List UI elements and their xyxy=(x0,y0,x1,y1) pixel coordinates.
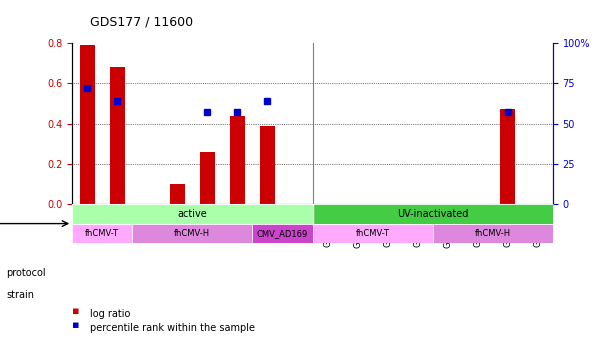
Bar xyxy=(170,184,185,205)
Text: active: active xyxy=(177,209,207,219)
Bar xyxy=(200,152,215,205)
Bar xyxy=(260,126,275,205)
Text: fhCMV-H: fhCMV-H xyxy=(475,229,511,238)
FancyBboxPatch shape xyxy=(313,223,433,243)
Text: ▪: ▪ xyxy=(72,306,79,316)
Text: fhCMV-T: fhCMV-T xyxy=(85,229,119,238)
Text: percentile rank within the sample: percentile rank within the sample xyxy=(90,323,255,333)
Text: protocol: protocol xyxy=(6,268,46,278)
Text: strain: strain xyxy=(6,290,34,300)
FancyBboxPatch shape xyxy=(132,223,252,243)
Text: fhCMV-H: fhCMV-H xyxy=(174,229,210,238)
Text: CMV_AD169: CMV_AD169 xyxy=(257,229,308,238)
Bar xyxy=(110,67,125,205)
FancyBboxPatch shape xyxy=(72,223,132,243)
Bar xyxy=(230,116,245,205)
Text: ▪: ▪ xyxy=(72,321,79,331)
Bar xyxy=(79,45,95,205)
FancyBboxPatch shape xyxy=(433,223,553,243)
Text: UV-inactivated: UV-inactivated xyxy=(397,209,468,219)
Text: log ratio: log ratio xyxy=(90,309,130,319)
FancyBboxPatch shape xyxy=(72,205,313,223)
Text: fhCMV-T: fhCMV-T xyxy=(356,229,389,238)
FancyBboxPatch shape xyxy=(313,205,553,223)
Bar xyxy=(501,110,516,205)
FancyBboxPatch shape xyxy=(252,223,313,243)
Text: GDS177 / 11600: GDS177 / 11600 xyxy=(90,16,194,29)
